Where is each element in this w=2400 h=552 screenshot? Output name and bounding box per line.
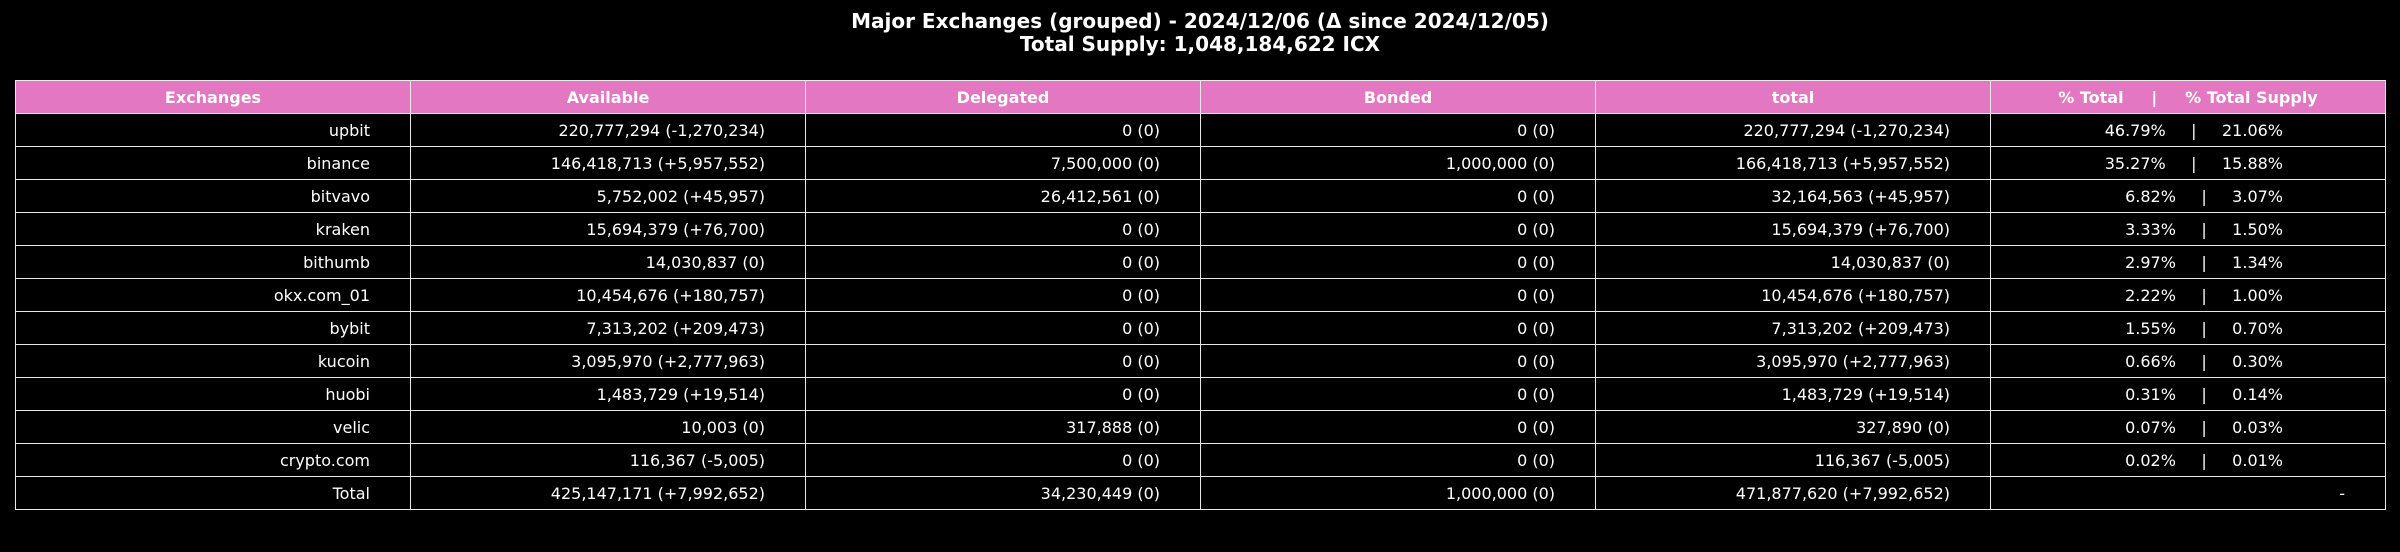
table-row: velic 10,003 (0) 317,888 (0) 0 (0) 327,890 (… (15, 410, 2386, 444)
table-row: bybit 7,313,202 (+209,473) 0 (0) 0 (0) 7,313… (15, 311, 2386, 345)
table-header: Exchanges Available Delegated Bonded total% … (15, 80, 2386, 114)
table-cell: 10,454,676 (+180,757) (1595, 278, 1991, 312)
table-cell: 0 (0) (1200, 245, 1596, 279)
table-cell: 116,367 (-5,005) (1595, 443, 1991, 477)
table-cell: 220,777,294 (-1,270,234) (410, 113, 806, 147)
table-cell: 34,230,449 (0) (805, 476, 1201, 510)
table-cell: 0 (0) (1200, 311, 1596, 345)
table-cell: upbit (15, 113, 411, 147)
table-cell: - (1990, 476, 2386, 510)
table-cell: 7,500,000 (0) (805, 146, 1201, 180)
table-cell: 0.02% | 0.01% (1990, 443, 2386, 477)
table-cell: 0 (0) (805, 443, 1201, 477)
table-cell: 0 (0) (1200, 113, 1596, 147)
table-cell: 1,483,729 (+19,514) (410, 377, 806, 411)
table-cell: 317,888 (0) (805, 410, 1201, 444)
table-row: Total 425,147,171 (+7,992,652) 34,230,449 … (15, 476, 2386, 510)
table-cell: 0 (0) (1200, 344, 1596, 378)
column-header-0: Exchanges (15, 80, 411, 114)
table-cell: 0 (0) (1200, 443, 1596, 477)
table-cell: 46.79% | 21.06% (1990, 113, 2386, 147)
table-row: huobi 1,483,729 (+19,514) 0 (0) 0 (0) 1,483,… (15, 377, 2386, 411)
table-cell: 7,313,202 (+209,473) (410, 311, 806, 345)
table-row: bithumb 14,030,837 (0) 0 (0) 0 (0) 14,030,83… (15, 245, 2386, 279)
table-cell: 0 (0) (805, 278, 1201, 312)
table-cell: bithumb (15, 245, 411, 279)
table-cell: 0 (0) (1200, 212, 1596, 246)
table-row: binance 146,418,713 (+5,957,552) 7,500,000… (15, 146, 2386, 180)
column-header-5: % Total | % Total Supply (1990, 80, 2386, 114)
table-cell: 0.31% | 0.14% (1990, 377, 2386, 411)
table-cell: 0 (0) (805, 113, 1201, 147)
column-header-1: Available (410, 80, 806, 114)
table-cell: 10,003 (0) (410, 410, 806, 444)
table-cell: 10,454,676 (+180,757) (410, 278, 806, 312)
table-cell: 327,890 (0) (1595, 410, 1991, 444)
column-header-4: total (1595, 80, 1991, 114)
table-row: kraken 15,694,379 (+76,700) 0 (0) 0 (0) 15,6… (15, 212, 2386, 246)
table-cell: 166,418,713 (+5,957,552) (1595, 146, 1991, 180)
table-cell: 0 (0) (1200, 410, 1596, 444)
table-row: upbit 220,777,294 (-1,270,234) 0 (0) 0 (0) 2… (15, 113, 2386, 147)
table-cell: 7,313,202 (+209,473) (1595, 311, 1991, 345)
table-cell: 2.97% | 1.34% (1990, 245, 2386, 279)
table-cell: 146,418,713 (+5,957,552) (410, 146, 806, 180)
table-cell: 220,777,294 (-1,270,234) (1595, 113, 1991, 147)
table-cell: 3,095,970 (+2,777,963) (410, 344, 806, 378)
table-cell: 1.55% | 0.70% (1990, 311, 2386, 345)
table-cell: 0 (0) (805, 212, 1201, 246)
table-row: crypto.com 116,367 (-5,005) 0 (0) 0 (0) 116,… (15, 443, 2386, 477)
table-cell: 15,694,379 (+76,700) (410, 212, 806, 246)
table-cell: 35.27% | 15.88% (1990, 146, 2386, 180)
table-cell: 5,752,002 (+45,957) (410, 179, 806, 213)
table-cell: bybit (15, 311, 411, 345)
table-cell: 15,694,379 (+76,700) (1595, 212, 1991, 246)
table-cell: 0.66% | 0.30% (1990, 344, 2386, 378)
table-cell: 32,164,563 (+45,957) (1595, 179, 1991, 213)
table-row: bitvavo 5,752,002 (+45,957) 26,412,561 (0)… (15, 179, 2386, 213)
table-cell: 0 (0) (805, 245, 1201, 279)
table-cell: Total (15, 476, 411, 510)
table-cell: 2.22% | 1.00% (1990, 278, 2386, 312)
exchanges-table: Exchanges Available Delegated Bonded total% … (15, 80, 2386, 510)
table-cell: 3,095,970 (+2,777,963) (1595, 344, 1991, 378)
table-cell: velic (15, 410, 411, 444)
table-row: okx.com_01 10,454,676 (+180,757) 0 (0) 0 (0… (15, 278, 2386, 312)
table-cell: crypto.com (15, 443, 411, 477)
table-cell: 425,147,171 (+7,992,652) (410, 476, 806, 510)
table-cell: 0 (0) (805, 344, 1201, 378)
table-cell: 116,367 (-5,005) (410, 443, 806, 477)
table-cell: 26,412,561 (0) (805, 179, 1201, 213)
table-cell: okx.com_01 (15, 278, 411, 312)
table-cell: 0 (0) (1200, 278, 1596, 312)
header-row: Exchanges Available Delegated Bonded total% … (15, 80, 2386, 114)
table-cell: 0 (0) (1200, 179, 1596, 213)
table-cell: 0.07% | 0.03% (1990, 410, 2386, 444)
table-cell: kucoin (15, 344, 411, 378)
table-cell: 14,030,837 (0) (1595, 245, 1991, 279)
column-header-2: Delegated (805, 80, 1201, 114)
table-cell: 1,000,000 (0) (1200, 476, 1596, 510)
chart-title-line-1: Major Exchanges (grouped) - 2024/12/06 (… (851, 9, 1549, 33)
table-cell: 14,030,837 (0) (410, 245, 806, 279)
table-cell: 6.82% | 3.07% (1990, 179, 2386, 213)
table-cell: bitvavo (15, 179, 411, 213)
column-header-3: Bonded (1200, 80, 1596, 114)
table-row: kucoin 3,095,970 (+2,777,963) 0 (0) 0 (0) 3,… (15, 344, 2386, 378)
chart-title: Major Exchanges (grouped) - 2024/12/06 (… (0, 10, 2400, 56)
table-cell: 3.33% | 1.50% (1990, 212, 2386, 246)
table-cell: binance (15, 146, 411, 180)
table-cell: 0 (0) (805, 377, 1201, 411)
table-cell: huobi (15, 377, 411, 411)
table-cell: 471,877,620 (+7,992,652) (1595, 476, 1991, 510)
table-cell: 1,000,000 (0) (1200, 146, 1596, 180)
table-body: upbit 220,777,294 (-1,270,234) 0 (0) 0 (0) 2… (15, 113, 2386, 510)
chart-title-line-2: Total Supply: 1,048,184,622 ICX (1019, 32, 1381, 56)
table-cell: 1,483,729 (+19,514) (1595, 377, 1991, 411)
table-cell: 0 (0) (1200, 377, 1596, 411)
table-cell: kraken (15, 212, 411, 246)
table-cell: 0 (0) (805, 311, 1201, 345)
